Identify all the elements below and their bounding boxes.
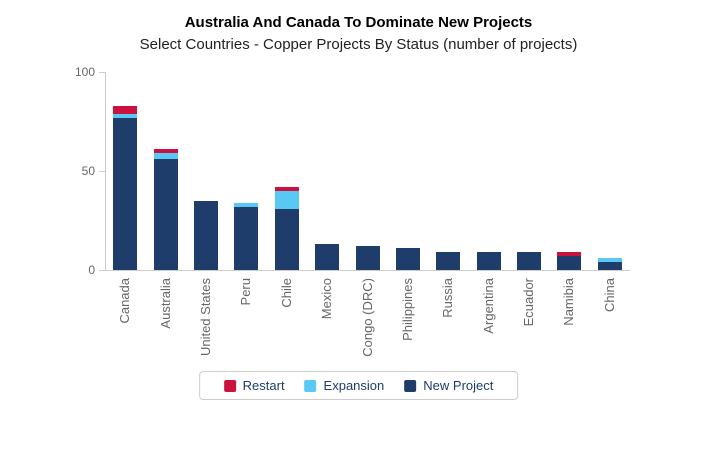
- y-axis-tick: [99, 72, 105, 73]
- x-axis-label: Philippines: [399, 278, 415, 341]
- x-axis-line: [105, 270, 630, 271]
- bar-segment-new-project: [395, 248, 420, 270]
- y-axis-label: 100: [74, 65, 95, 79]
- bar-segment-new-project: [193, 200, 218, 270]
- bar-segment-new-project: [517, 252, 542, 270]
- bar-segment-new-project: [557, 256, 582, 270]
- bar-segment-expansion: [597, 258, 622, 263]
- bar-segment-restart: [113, 105, 138, 114]
- bar-segment-new-project: [113, 117, 138, 270]
- chart-subtitle: Select Countries - Copper Projects By St…: [139, 36, 578, 53]
- x-axis-label: Canada: [117, 278, 133, 324]
- x-axis-label: Peru: [238, 278, 254, 306]
- bar-segment-expansion: [153, 153, 178, 160]
- legend-item-expansion[interactable]: Expansion: [304, 378, 385, 393]
- x-axis-label: United States: [197, 278, 213, 357]
- legend-swatch-icon: [223, 379, 236, 392]
- bar-segment-new-project: [436, 252, 461, 270]
- bar-segment-restart: [153, 149, 178, 154]
- bar-segment-new-project: [597, 262, 622, 270]
- bar-segment-new-project: [355, 246, 380, 270]
- bar-segment-restart: [274, 186, 299, 191]
- y-axis-label: 50: [81, 164, 95, 178]
- x-axis-label: Mexico: [319, 278, 335, 320]
- legend-swatch-icon: [304, 379, 317, 392]
- bar-segment-new-project: [234, 206, 259, 270]
- legend-swatch-icon: [404, 379, 417, 392]
- x-axis-label: China: [601, 278, 617, 312]
- chart-title: Australia And Canada To Dominate New Pro…: [184, 14, 533, 31]
- bar-segment-restart: [557, 252, 582, 257]
- y-axis-line: [105, 72, 106, 271]
- bar-segment-expansion: [234, 202, 259, 207]
- legend-label: Restart: [242, 378, 285, 393]
- x-axis-label: Argentina: [480, 278, 496, 334]
- bar-segment-new-project: [315, 244, 340, 270]
- x-axis-label: Australia: [157, 278, 173, 329]
- bar-segment-expansion: [274, 190, 299, 209]
- x-axis-label: Ecuador: [521, 278, 537, 327]
- x-axis-label: Russia: [440, 278, 456, 318]
- y-axis-tick: [99, 171, 105, 172]
- legend-label: Expansion: [323, 378, 385, 393]
- x-axis-label: Chile: [278, 278, 294, 308]
- legend-item-restart[interactable]: Restart: [223, 378, 285, 393]
- x-axis-label: Namibia: [561, 278, 577, 326]
- bar-segment-new-project: [274, 208, 299, 270]
- legend-item-new-project[interactable]: New Project: [404, 378, 493, 393]
- legend-label: New Project: [423, 378, 494, 393]
- legend: Restart Expansion New Project: [198, 371, 519, 400]
- y-axis-label: 0: [88, 263, 95, 277]
- x-axis-label: Congo (DRC): [359, 278, 375, 357]
- bar-segment-expansion: [113, 113, 138, 118]
- bar-segment-new-project: [153, 159, 178, 270]
- y-axis-tick: [99, 270, 105, 271]
- bar-segment-new-project: [476, 252, 501, 270]
